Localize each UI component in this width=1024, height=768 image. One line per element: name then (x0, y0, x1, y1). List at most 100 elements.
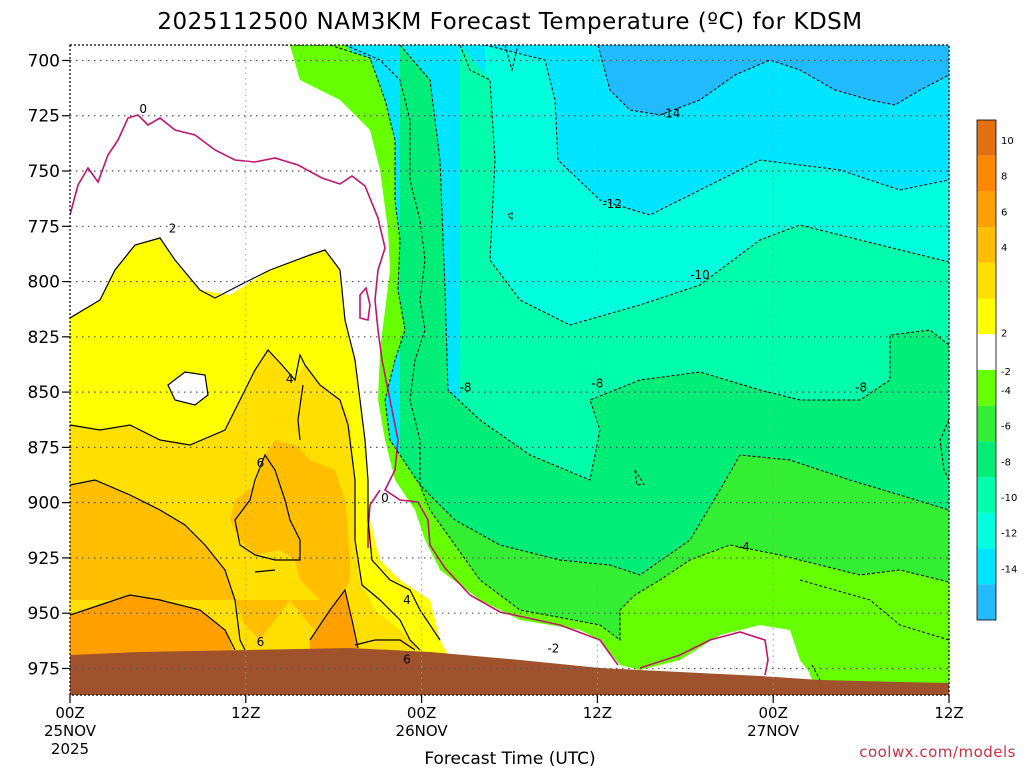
colorbar-tick-label: 10 (1001, 136, 1014, 147)
x-tick-label: 12Z (583, 704, 612, 722)
contour-2 (70, 237, 441, 641)
contour-lines (70, 45, 949, 681)
fill-6-plus-2 (310, 590, 358, 650)
contour-4 (70, 349, 421, 651)
colorbar-frame (976, 119, 997, 621)
colorbar-bin (977, 334, 996, 370)
contour-6-dash (254, 569, 276, 573)
contour-label: 2 (169, 222, 177, 236)
chart-title: 2025112500 NAM3KM Forecast Temperature (… (157, 9, 862, 35)
contour-label: 6 (257, 635, 265, 649)
plot-frame (69, 44, 950, 696)
colorbar-bin (977, 405, 996, 442)
contour-label: -12 (602, 197, 622, 211)
colorbar-tick-label: -2 (1001, 367, 1011, 378)
colorbar-tick-label: 2 (1001, 328, 1007, 339)
contour-label: -14 (661, 107, 681, 121)
colorbar-bin (977, 370, 996, 406)
contour-label: 0 (381, 491, 389, 505)
contour-minus6-right (939, 419, 949, 481)
y-tick-label: 875 (28, 438, 60, 458)
y-tick-label: 950 (28, 604, 60, 624)
contour-label: 6 (403, 653, 411, 667)
x-tick-label: 12Z (934, 704, 963, 722)
contour-zero-upper (70, 114, 619, 666)
contour-label: -8 (855, 381, 867, 395)
grid (70, 45, 949, 695)
y-tick-label: 850 (28, 383, 60, 403)
colorbar-bin (977, 512, 996, 549)
contour-label: -8 (460, 381, 472, 395)
contour-label: -8 (591, 376, 603, 390)
colorbar-bin (977, 262, 996, 299)
contour-zero-lower (639, 631, 769, 676)
contour-minus12-loop (507, 211, 513, 222)
contour-label: -10 (690, 268, 710, 282)
x-tick-label: 00Z (759, 704, 788, 722)
contour-label: -4 (738, 540, 750, 554)
y-tick-label: 775 (28, 217, 60, 237)
contour-minus14 (597, 45, 949, 116)
filled-contours (70, 45, 949, 695)
y-axis: 700 725 750 775 800 825 850 875 900 925 950 975 (28, 51, 70, 679)
x-axis-label: Forecast Time (UTC) (424, 749, 595, 768)
y-tick-label: 800 (28, 273, 60, 293)
contour-label: 4 (286, 372, 294, 386)
colorbar-bin (977, 120, 996, 156)
colorbar-tick-label: -6 (1001, 422, 1011, 433)
fill-6-plus (70, 595, 235, 655)
y-tick-label: 975 (28, 659, 60, 679)
contour-4-loop (297, 384, 304, 441)
colorbar-bin (977, 477, 996, 513)
x-tick-date: 25NOV (44, 722, 97, 740)
contour-label: 6 (257, 456, 265, 470)
fill-minus-14 (598, 45, 949, 115)
y-tick-label: 700 (28, 51, 60, 71)
colorbar-bin (977, 227, 996, 263)
colorbar-bin (977, 298, 996, 335)
fill-warm-bubble (168, 372, 208, 405)
fill-minus-2-patch (800, 580, 949, 695)
x-tick-date: 27NOV (747, 722, 800, 740)
contour-6-b (70, 594, 236, 651)
colorbar-tick-label: 4 (1001, 243, 1007, 254)
colorbar-tick-label: -14 (1001, 564, 1017, 575)
credit-text: coolwx.com/models (859, 743, 1016, 761)
y-tick-label: 725 (28, 107, 60, 127)
colorbar-tick-label: 8 (1001, 172, 1007, 183)
contour-minus6-loop (634, 469, 645, 486)
contour-zero-mid (367, 489, 381, 548)
y-tick-label: 900 (28, 494, 60, 514)
colorbar-bin (977, 584, 996, 620)
contour-6-c (309, 588, 359, 649)
contour-2-bubble (167, 371, 209, 406)
contour-minus2-c (811, 664, 821, 681)
x-tick-date: 26NOV (396, 722, 449, 740)
contour-label: -2 (547, 642, 559, 656)
colorbar-bin (977, 548, 996, 585)
colorbar-tick-label: -8 (1001, 457, 1011, 468)
colorbar-bin (977, 155, 996, 192)
ground-surface (70, 648, 949, 695)
colorbar-tick-label: -10 (1001, 493, 1017, 504)
colorbar-tick-label: 6 (1001, 207, 1007, 218)
fill-minus-2-patch2 (290, 45, 360, 80)
contour-minus2 (285, 45, 949, 641)
colorbar-bin (977, 191, 996, 228)
contour-minus2-b (799, 579, 949, 641)
contour-label: 4 (403, 593, 411, 607)
y-tick-label: 750 (28, 162, 60, 182)
y-tick-label: 925 (28, 549, 60, 569)
fill-4-to-6 (70, 440, 350, 640)
y-tick-label: 825 (28, 328, 60, 348)
contour-minus8-loop (504, 45, 519, 72)
colorbar-bin (977, 441, 996, 478)
contour-6-inner (234, 453, 301, 561)
contour-6-d (354, 639, 416, 651)
contour-minus6 (399, 45, 949, 481)
contour-label: 0 (139, 102, 147, 116)
x-tick-label: 12Z (231, 704, 260, 722)
x-tick-year: 2025 (51, 740, 89, 758)
colorbar-tick-label: -12 (1001, 529, 1017, 540)
